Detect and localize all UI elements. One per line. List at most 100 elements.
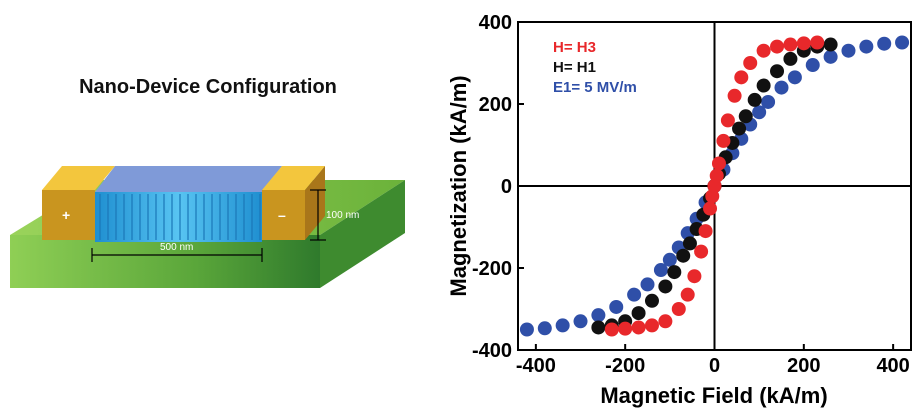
data-point xyxy=(823,49,838,64)
data-point xyxy=(877,36,892,51)
data-point xyxy=(682,236,697,251)
data-point xyxy=(519,322,534,337)
data-point xyxy=(770,64,785,79)
data-point xyxy=(743,56,758,70)
data-point xyxy=(644,293,659,308)
x-axis-title: Magnetic Field (kA/m) xyxy=(600,383,827,408)
left-electrode xyxy=(42,190,95,240)
data-point xyxy=(658,314,673,329)
series-layer xyxy=(519,35,910,337)
data-point xyxy=(604,322,619,337)
data-point xyxy=(743,117,758,132)
y-tick-label: 400 xyxy=(479,12,512,34)
data-point xyxy=(727,88,742,103)
legend: H= H3 H= H1 E1= 5 MV/m xyxy=(553,39,637,96)
data-point xyxy=(555,318,570,333)
data-point xyxy=(895,35,910,50)
data-point xyxy=(709,168,724,183)
data-point xyxy=(640,277,655,292)
data-point xyxy=(711,156,726,171)
data-point xyxy=(696,207,711,222)
data-point xyxy=(756,78,771,93)
data-point xyxy=(671,240,686,255)
x-tick-label: -200 xyxy=(605,355,645,377)
data-point xyxy=(680,287,695,302)
data-point xyxy=(687,269,702,284)
y-tick-label: -200 xyxy=(472,258,512,280)
data-point xyxy=(676,248,691,263)
nanowire-block xyxy=(95,192,262,242)
legend-entry: E1= 5 MV/m xyxy=(553,79,637,96)
data-point xyxy=(609,299,624,314)
series-h-h1 xyxy=(591,37,838,335)
substrate-front xyxy=(10,235,320,288)
data-point xyxy=(689,211,704,226)
data-point xyxy=(783,51,798,66)
data-point xyxy=(783,37,798,52)
data-point xyxy=(732,121,747,136)
data-point xyxy=(761,94,776,109)
data-point xyxy=(703,201,718,216)
data-point xyxy=(770,39,785,54)
data-point xyxy=(653,263,668,278)
data-point xyxy=(591,308,606,323)
height-label: 100 nm xyxy=(326,210,359,221)
data-point xyxy=(627,287,642,302)
data-point xyxy=(573,314,588,329)
data-point xyxy=(738,109,753,124)
data-point xyxy=(725,135,740,150)
series-h-h3 xyxy=(604,35,825,337)
data-point xyxy=(707,179,722,193)
x-tick-label: 200 xyxy=(787,355,820,377)
plot-frame xyxy=(517,21,912,351)
data-point xyxy=(720,113,735,128)
data-point xyxy=(671,302,686,316)
data-point xyxy=(725,146,740,161)
right-electrode-top xyxy=(262,166,325,190)
axis-ticks: -400 -200 0 200 400 -400 -200 0 200 400 xyxy=(472,12,910,377)
data-point xyxy=(716,162,731,177)
data-point xyxy=(752,105,767,120)
legend-entry: H= H1 xyxy=(553,59,596,76)
minus-sign: – xyxy=(278,207,286,223)
data-point xyxy=(810,39,825,54)
data-point xyxy=(711,166,726,181)
data-point xyxy=(734,70,749,85)
data-point xyxy=(756,43,771,58)
right-electrode xyxy=(262,190,305,240)
data-point xyxy=(707,179,722,193)
data-point xyxy=(591,320,606,335)
legend-entry: H= H3 xyxy=(553,39,596,56)
data-point xyxy=(644,318,659,333)
data-point xyxy=(841,43,856,58)
data-point xyxy=(631,306,646,321)
data-point xyxy=(787,70,802,85)
data-point xyxy=(694,244,709,259)
x-tick-label: -400 xyxy=(516,355,556,377)
data-point xyxy=(698,224,713,239)
y-tick-label: -400 xyxy=(472,340,512,362)
zero-lines xyxy=(518,22,911,350)
data-point xyxy=(774,80,789,95)
data-point xyxy=(662,252,677,267)
y-tick-label: 0 xyxy=(501,176,512,198)
data-point xyxy=(703,191,718,206)
data-point xyxy=(823,37,838,52)
substrate-side xyxy=(320,180,405,288)
data-point xyxy=(604,318,619,333)
data-point xyxy=(618,321,633,336)
data-point xyxy=(689,222,704,237)
data-point xyxy=(859,39,874,54)
data-point xyxy=(805,58,820,73)
data-point xyxy=(705,189,720,204)
nanowire-columns xyxy=(99,194,261,240)
y-tick-label: 200 xyxy=(479,94,512,116)
data-point xyxy=(718,150,733,165)
data-point xyxy=(707,179,722,193)
data-point xyxy=(734,131,749,146)
data-point xyxy=(618,314,633,329)
data-point xyxy=(680,226,695,241)
series-e1-5-mv-m xyxy=(519,35,910,337)
device-title: Nano-Device Configuration xyxy=(79,76,337,98)
data-point xyxy=(667,265,682,280)
